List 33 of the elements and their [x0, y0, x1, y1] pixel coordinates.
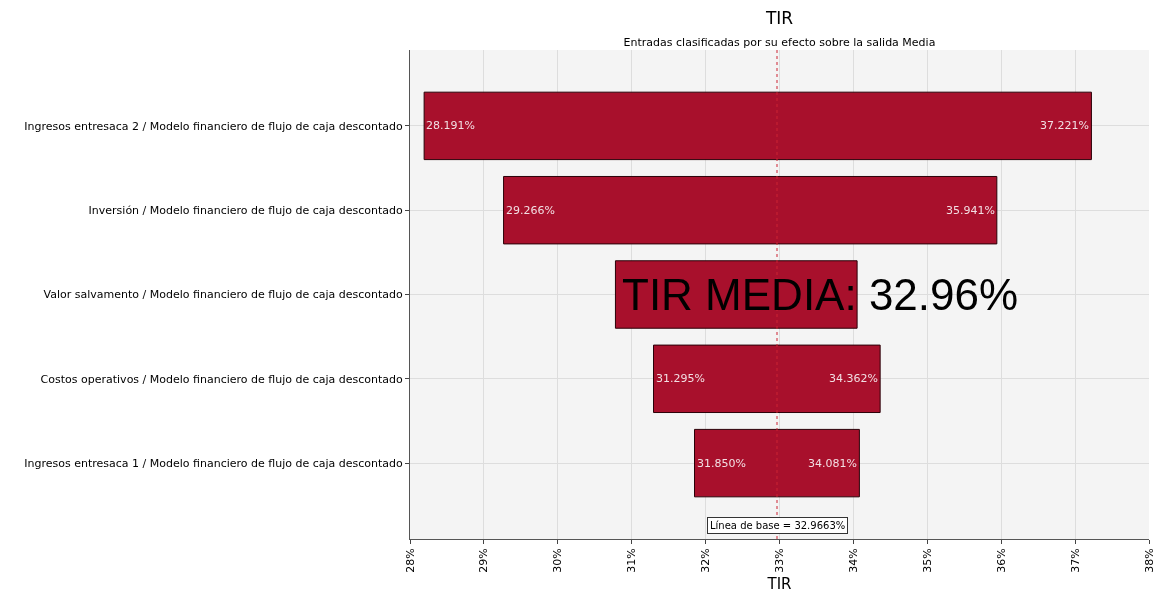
x-tick-label: 38%	[1142, 548, 1156, 573]
annotation: TIR MEDIA: 32.96%	[622, 270, 1019, 319]
x-tick-label: 32%	[699, 548, 713, 573]
annotation: 35.941%	[946, 204, 995, 217]
y-tick-label: Inversión / Modelo financiero de flujo de caja descontado	[88, 204, 404, 218]
annotation: 29.266%	[506, 204, 555, 217]
y-tick-label: Costos operativos / Modelo financiero de flujo de caja descontado	[40, 372, 404, 386]
x-tick-label: 31%	[625, 548, 639, 573]
x-tick-label: 29%	[477, 548, 491, 573]
bar	[423, 91, 1092, 161]
bar	[694, 428, 860, 498]
annotation: 34.362%	[829, 372, 878, 385]
y-tick-label: Ingresos entresaca 1 / Modelo financiero de flujo de caja descontado	[24, 456, 404, 470]
x-tick-label: 33%	[773, 548, 787, 573]
annotation: 31.295%	[656, 372, 705, 385]
chart-subtitle: Entradas clasificadas por su efecto sobre la salida Media	[623, 36, 936, 50]
y-tick-label: Ingresos entresaca 2 / Modelo financiero de flujo de caja descontado	[24, 119, 404, 133]
x-tick-label: 35%	[920, 548, 934, 573]
x-tick-label: 28%	[403, 548, 417, 573]
annotation: 34.081%	[808, 457, 857, 470]
bar	[653, 344, 881, 414]
y-tick-label: Valor salvamento / Modelo financiero de flujo de caja descontado	[43, 288, 404, 302]
x-tick-label: 34%	[846, 548, 860, 573]
x-tick-label: 36%	[994, 548, 1008, 573]
annotation: 31.850%	[697, 457, 746, 470]
annotation: 28.191%	[426, 119, 475, 132]
x-tick-label: 37%	[1068, 548, 1082, 573]
x-axis-title: TIR	[766, 574, 792, 593]
bar	[503, 175, 998, 245]
annotation: 37.221%	[1040, 119, 1089, 132]
x-tick-label: 30%	[551, 548, 565, 573]
ref-line-label: Línea de base = 32.9663%	[710, 520, 846, 531]
chart-title: TIR	[764, 8, 794, 29]
